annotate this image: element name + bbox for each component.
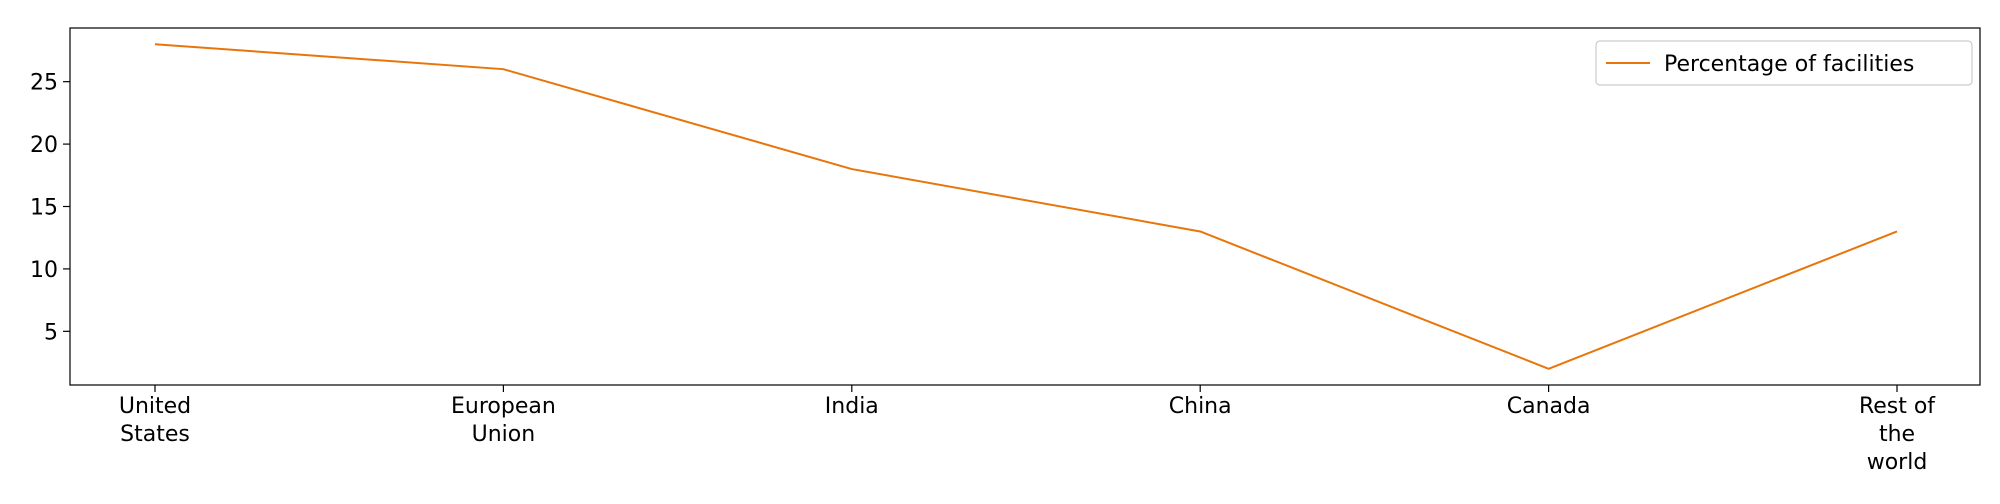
y-tick-label: 10 [30,258,58,283]
x-tick-label-line: Canada [1507,394,1591,419]
x-tick-label-line: European [451,394,556,419]
x-tick-label: European Union [451,394,556,447]
x-tick-label-line: India [825,394,879,419]
x-tick-label: Rest of the world [1859,394,1936,475]
x-tick-label: Canada [1507,394,1591,419]
x-tick-label: United States [119,394,191,447]
x-tick-label: India [825,394,879,419]
x-tick-label-line: United [119,394,191,419]
y-tick-label: 5 [44,320,58,345]
x-tick-label-line: Rest of [1859,394,1936,419]
y-tick-label: 25 [30,71,58,96]
x-axis: United States European Union India China Canad… [119,385,1936,475]
x-tick-label-line: Union [472,422,536,447]
x-tick-label: China [1169,394,1232,419]
y-tick-label: 15 [30,196,58,221]
x-tick-label-line: the [1879,422,1915,447]
x-tick-label-line: world [1867,450,1928,475]
x-tick-label-line: States [120,422,190,447]
legend: Percentage of facilities [1596,41,1972,85]
legend-label: Percentage of facilities [1664,52,1914,77]
y-tick-label: 20 [30,133,58,158]
x-tick-label-line: China [1169,394,1232,419]
y-axis: 5 10 15 20 25 [30,71,70,346]
